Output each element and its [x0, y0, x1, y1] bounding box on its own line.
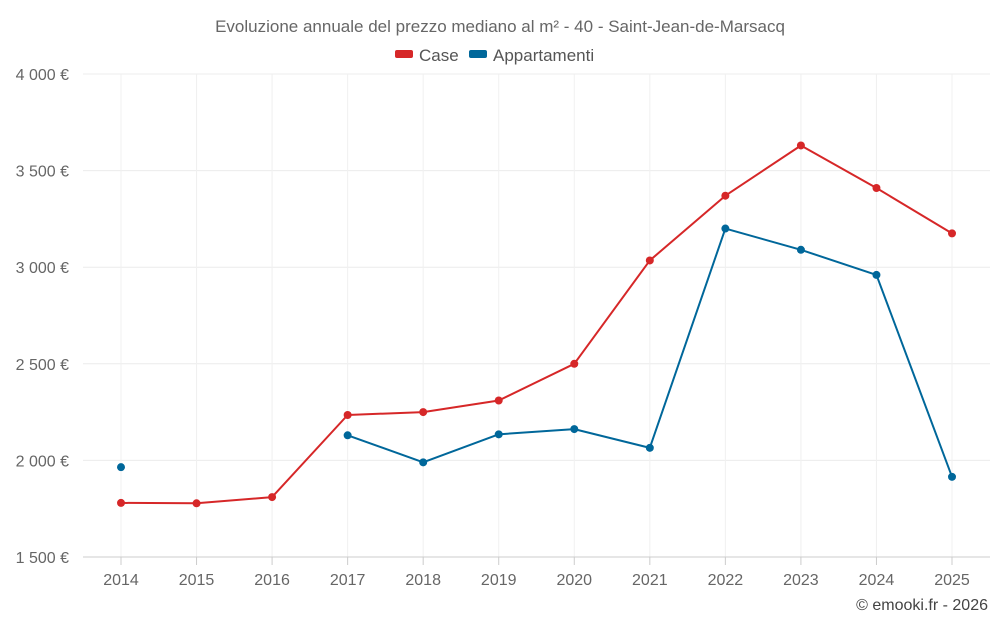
- legend-item-case[interactable]: Case: [395, 46, 459, 65]
- data-point-case-2021[interactable]: [645, 256, 654, 265]
- x-tick-label: 2017: [330, 572, 366, 589]
- x-tick-label: 2018: [405, 572, 441, 589]
- data-point-case-2023[interactable]: [796, 141, 805, 150]
- data-point-case-2020[interactable]: [570, 359, 579, 368]
- legend-swatch-appartamenti: [469, 50, 487, 58]
- y-tick-label: 2 500 €: [16, 357, 69, 374]
- y-tick-label: 1 500 €: [16, 550, 69, 567]
- series-group: [117, 141, 956, 508]
- data-point-case-2015[interactable]: [192, 499, 201, 508]
- data-point-appartamenti-2023[interactable]: [796, 245, 805, 254]
- data-point-appartamenti-2014[interactable]: [117, 463, 125, 472]
- data-point-case-2017[interactable]: [343, 410, 352, 419]
- legend-label-appartamenti: Appartamenti: [493, 46, 594, 65]
- legend-label-case: Case: [419, 46, 459, 65]
- chart-title: Evoluzione annuale del prezzo mediano al…: [215, 17, 785, 36]
- data-point-case-2025[interactable]: [948, 229, 956, 238]
- credit-text: © emooki.fr - 2026: [856, 597, 988, 614]
- data-point-case-2024[interactable]: [872, 183, 881, 192]
- x-tick-label: 2024: [859, 572, 895, 589]
- y-tick-label: 2 000 €: [16, 453, 69, 470]
- x-axis-ticks: 2014 2015 2016 2017 2018 2019 2020 2021 2022 2023…: [103, 557, 970, 589]
- x-tick-label: 2025: [934, 572, 970, 589]
- x-tick-label: 2023: [783, 572, 819, 589]
- legend-swatch-case: [395, 50, 413, 58]
- data-point-appartamenti-2019[interactable]: [494, 430, 503, 439]
- y-tick-label: 3 500 €: [16, 164, 69, 181]
- x-tick-label: 2020: [556, 572, 592, 589]
- y-axis-ticks: 1 500 € 2 000 € 2 500 € 3 000 € 3 500 € 4 000…: [16, 67, 69, 567]
- grid: [83, 73, 990, 557]
- x-tick-label: 2022: [708, 572, 744, 589]
- data-point-case-2018[interactable]: [419, 408, 428, 417]
- data-point-appartamenti-2025[interactable]: [948, 472, 956, 481]
- data-point-appartamenti-2020[interactable]: [570, 425, 579, 434]
- data-point-appartamenti-2018[interactable]: [419, 458, 428, 467]
- series-line-case: [120, 144, 953, 505]
- y-tick-label: 4 000 €: [16, 67, 69, 84]
- data-point-appartamenti-2017[interactable]: [343, 431, 352, 440]
- x-tick-label: 2019: [481, 572, 517, 589]
- x-tick-label: 2016: [254, 572, 290, 589]
- x-tick-label: 2014: [103, 572, 139, 589]
- data-point-case-2016[interactable]: [268, 493, 277, 502]
- data-point-appartamenti-2021[interactable]: [645, 443, 654, 452]
- data-point-appartamenti-2024[interactable]: [872, 270, 881, 279]
- x-tick-label: 2015: [179, 572, 215, 589]
- data-point-case-2022[interactable]: [721, 191, 730, 200]
- legend: Case Appartamenti: [395, 46, 594, 65]
- data-point-appartamenti-2022[interactable]: [721, 224, 730, 233]
- data-point-case-2019[interactable]: [494, 396, 503, 405]
- y-tick-label: 3 000 €: [16, 260, 69, 277]
- data-point-case-2014[interactable]: [117, 498, 125, 507]
- legend-item-appartamenti[interactable]: Appartamenti: [469, 46, 594, 65]
- x-tick-label: 2021: [632, 572, 668, 589]
